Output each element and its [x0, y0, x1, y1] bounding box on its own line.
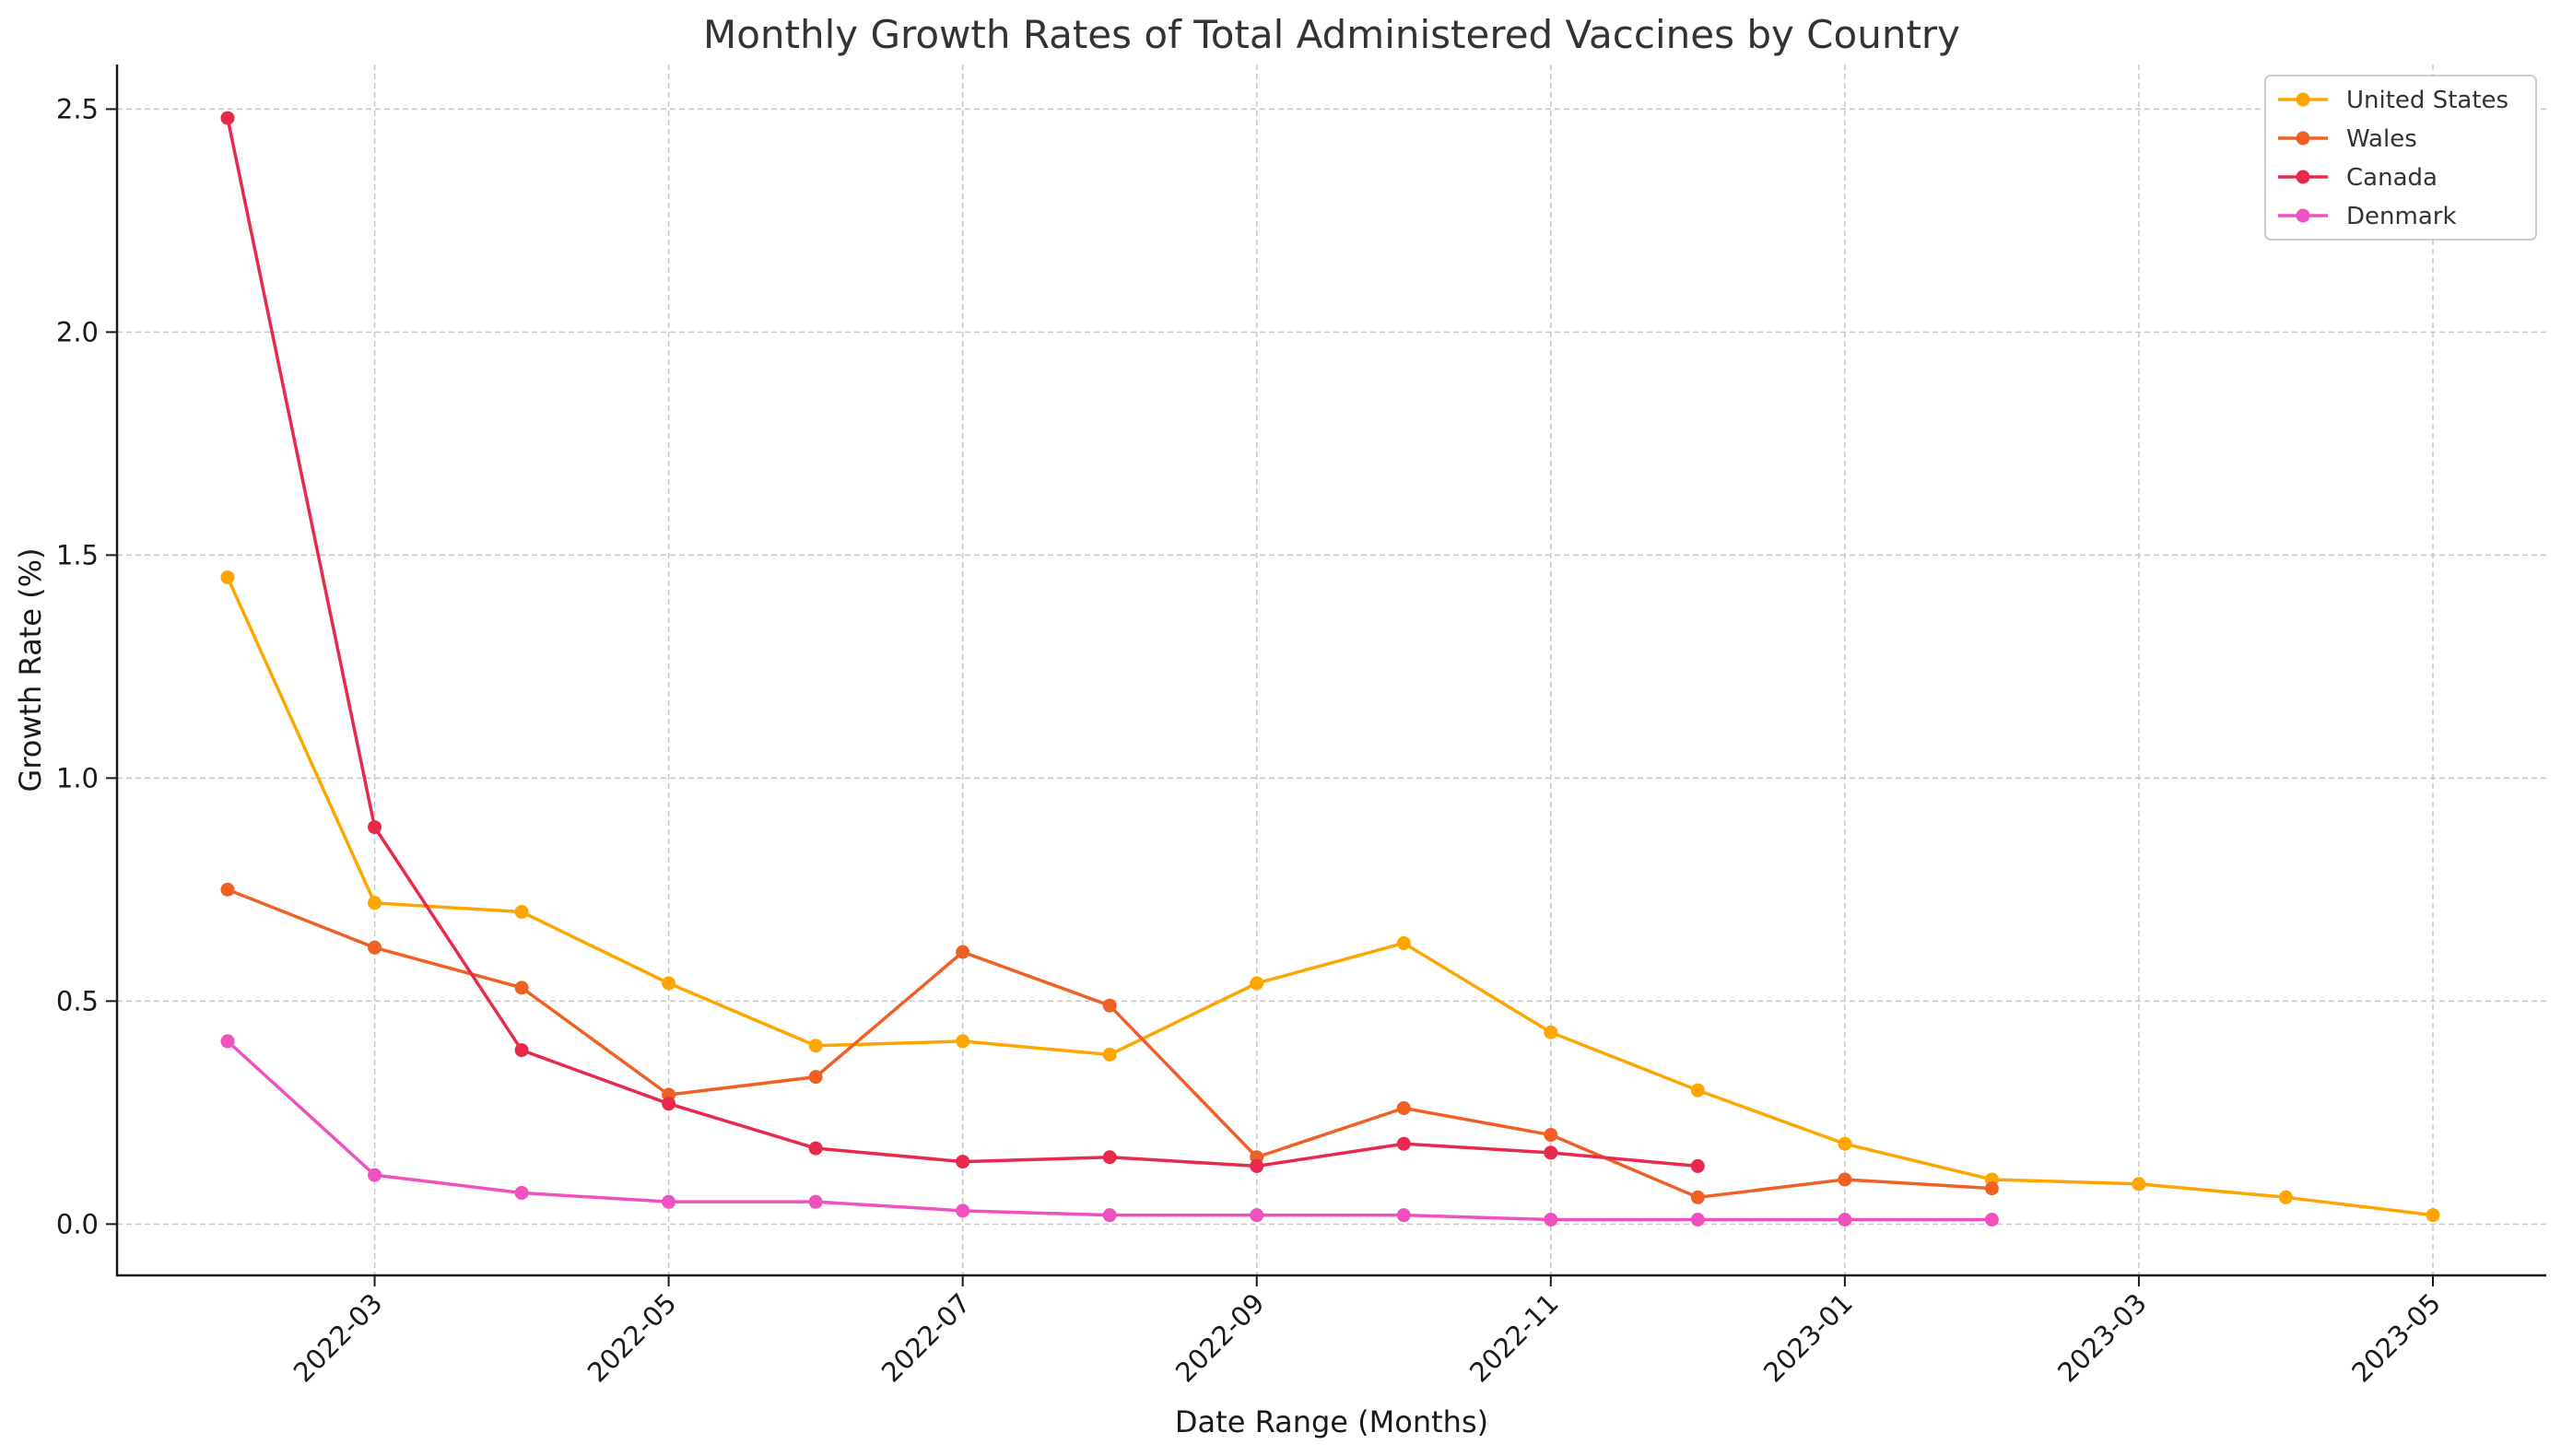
- data-point-wales: [1838, 1172, 1852, 1187]
- legend-item-united-states: United States: [2278, 87, 2508, 114]
- x-tick-label: 2023-05: [2345, 1287, 2447, 1389]
- data-point-united-states: [662, 976, 676, 991]
- series-layer: [220, 111, 2440, 1227]
- data-point-denmark: [808, 1194, 823, 1209]
- data-point-denmark: [956, 1204, 970, 1218]
- data-point-denmark: [1102, 1208, 1117, 1223]
- data-point-united-states: [1102, 1047, 1117, 1062]
- legend-item-canada: Canada: [2278, 164, 2438, 192]
- data-point-denmark: [514, 1185, 529, 1200]
- legend-marker-united-states: [2296, 92, 2310, 107]
- data-point-wales: [1544, 1128, 1558, 1143]
- data-point-wales: [220, 882, 235, 897]
- x-tick-label: 2023-03: [2051, 1287, 2153, 1389]
- x-tick-label: 2022-05: [582, 1287, 683, 1389]
- data-point-united-states: [368, 896, 382, 910]
- data-point-united-states: [1250, 976, 1264, 991]
- data-point-wales: [1984, 1181, 1999, 1196]
- series-canada: [220, 111, 1705, 1173]
- data-point-canada: [220, 111, 235, 125]
- data-point-wales: [956, 945, 970, 959]
- y-tick-label: 2.0: [56, 316, 99, 347]
- plot-frame-left-bottom: [115, 65, 2546, 1277]
- data-point-canada: [808, 1141, 823, 1156]
- data-point-canada: [368, 820, 382, 835]
- series-united-states: [220, 570, 2440, 1223]
- data-point-denmark: [1250, 1208, 1264, 1223]
- data-point-denmark: [1544, 1213, 1558, 1227]
- chart-title: Monthly Growth Rates of Total Administer…: [703, 12, 1960, 57]
- y-tick-label: 0.0: [56, 1208, 99, 1239]
- data-point-canada: [514, 1043, 529, 1058]
- axes-layer: [115, 65, 2546, 1277]
- legend-label-united-states: United States: [2346, 87, 2508, 114]
- legend: United States Wales Canada Denmark: [2264, 75, 2537, 241]
- y-axis-ticks: 0.0 0.5 1.0 1.5 2.0 2.5: [56, 93, 117, 1239]
- data-point-wales: [808, 1070, 823, 1085]
- y-tick-label: 1.5: [56, 539, 99, 570]
- data-point-wales: [1396, 1101, 1411, 1116]
- grid-layer: [117, 65, 2546, 1275]
- data-point-denmark: [220, 1034, 235, 1049]
- data-point-wales: [1102, 998, 1117, 1013]
- data-point-canada: [1396, 1136, 1411, 1151]
- x-tick-label: 2022-07: [875, 1287, 977, 1389]
- data-point-united-states: [2426, 1208, 2440, 1223]
- y-axis-label: Growth Rate (%): [13, 548, 48, 793]
- legend-marker-wales: [2296, 131, 2310, 146]
- legend-item-wales: Wales: [2278, 125, 2417, 153]
- y-tick-label: 0.5: [56, 985, 99, 1016]
- data-point-united-states: [2132, 1177, 2146, 1192]
- data-point-wales: [368, 940, 382, 955]
- x-axis-ticks: 2022-03 2022-05 2022-07 2022-09 2022-11 2023-…: [288, 1275, 2447, 1389]
- legend-label-canada: Canada: [2346, 164, 2438, 192]
- data-point-wales: [514, 980, 529, 995]
- data-point-denmark: [368, 1168, 382, 1182]
- series-line-united-states: [226, 576, 2434, 1217]
- series-denmark: [220, 1034, 1999, 1227]
- data-point-canada: [1544, 1145, 1558, 1160]
- data-point-united-states: [514, 905, 529, 920]
- x-tick-label: 2022-03: [288, 1287, 389, 1389]
- legend-label-denmark: Denmark: [2346, 203, 2457, 230]
- legend-box: [2264, 75, 2537, 241]
- x-tick-label: 2023-01: [1757, 1287, 1859, 1389]
- data-point-united-states: [1690, 1083, 1705, 1098]
- legend-marker-denmark: [2296, 208, 2310, 223]
- data-point-canada: [1102, 1150, 1117, 1165]
- data-point-denmark: [1396, 1208, 1411, 1223]
- data-point-denmark: [1984, 1213, 1999, 1227]
- data-point-wales: [1690, 1190, 1705, 1204]
- x-axis-label: Date Range (Months): [1175, 1404, 1488, 1439]
- legend-marker-canada: [2296, 170, 2310, 184]
- y-tick-label: 2.5: [56, 93, 99, 124]
- data-point-canada: [1690, 1158, 1705, 1173]
- data-point-united-states: [956, 1034, 970, 1049]
- data-point-canada: [662, 1097, 676, 1111]
- data-point-united-states: [1544, 1025, 1558, 1039]
- x-tick-label: 2022-11: [1463, 1287, 1565, 1389]
- data-point-canada: [956, 1155, 970, 1169]
- data-point-denmark: [1838, 1213, 1852, 1227]
- data-point-united-states: [220, 570, 235, 585]
- data-point-denmark: [1690, 1213, 1705, 1227]
- data-point-canada: [1250, 1158, 1264, 1173]
- data-point-united-states: [1396, 935, 1411, 950]
- data-point-united-states: [808, 1039, 823, 1053]
- series-wales: [220, 882, 1999, 1204]
- data-point-united-states: [2278, 1190, 2293, 1204]
- data-point-denmark: [662, 1194, 676, 1209]
- legend-item-denmark: Denmark: [2278, 203, 2457, 230]
- data-point-united-states: [1838, 1136, 1852, 1151]
- legend-label-wales: Wales: [2346, 125, 2417, 153]
- y-tick-label: 1.0: [56, 762, 99, 793]
- x-tick-label: 2022-09: [1169, 1287, 1271, 1389]
